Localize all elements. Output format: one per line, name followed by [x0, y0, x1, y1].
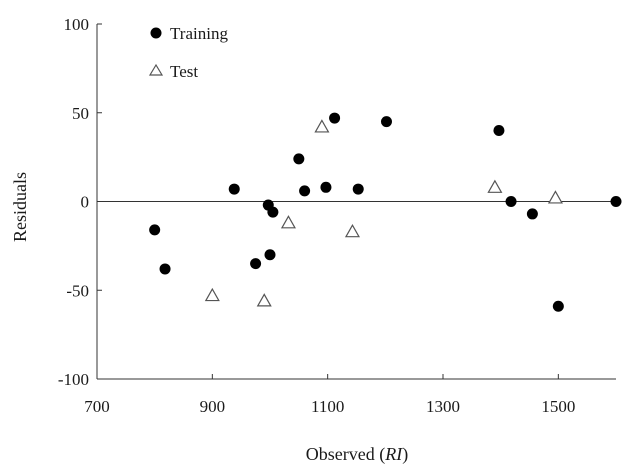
training-point — [159, 263, 171, 275]
training-point — [526, 208, 538, 220]
test-point — [487, 179, 503, 193]
x-tick-label: 1300 — [426, 397, 460, 416]
test-point — [547, 190, 563, 204]
training-point — [320, 181, 332, 193]
y-tick-label: 100 — [64, 15, 90, 34]
y-tick-label: 0 — [81, 193, 90, 212]
legend-label-test: Test — [170, 62, 198, 81]
y-tick-label: -100 — [58, 370, 89, 389]
axes-layer — [96, 24, 616, 380]
x-axis-title-close: ) — [402, 444, 408, 465]
test-point — [280, 215, 296, 229]
training-point — [299, 185, 311, 197]
legend: Training Test — [148, 24, 228, 81]
x-tick-label: 700 — [84, 397, 110, 416]
training-point — [149, 224, 161, 236]
x-tick-label: 1100 — [311, 397, 344, 416]
test-point — [344, 223, 360, 238]
x-tick-label: 900 — [200, 397, 226, 416]
legend-label-training: Training — [170, 24, 228, 43]
training-point — [352, 183, 364, 195]
y-axis-title: Residuals — [10, 172, 30, 242]
training-point — [493, 125, 505, 136]
training-point — [293, 153, 305, 165]
y-tick-label: -50 — [66, 281, 89, 300]
training-point — [552, 300, 564, 312]
training-point — [264, 249, 276, 261]
training-point — [505, 196, 517, 207]
points-layer — [149, 112, 622, 312]
x-axis-title: Observed (RI) — [306, 444, 408, 465]
x-axis-title-unit: RI — [384, 444, 403, 464]
ticks-layer: 100 50 0 -50 -100 700 900 1100 1300 1500 — [58, 15, 576, 416]
test-point — [204, 287, 220, 302]
legend-marker-test — [148, 63, 164, 76]
training-point — [250, 258, 262, 270]
training-point — [380, 116, 392, 128]
training-point — [267, 206, 279, 218]
x-tick-label: 1500 — [541, 397, 575, 416]
training-point — [329, 112, 341, 124]
x-axis-title-text: Observed ( — [306, 444, 385, 465]
test-point — [314, 119, 330, 133]
test-point — [256, 293, 272, 307]
y-tick-label: 50 — [72, 104, 89, 123]
training-point — [610, 196, 622, 207]
training-point — [228, 183, 240, 195]
legend-marker-training — [150, 27, 162, 39]
